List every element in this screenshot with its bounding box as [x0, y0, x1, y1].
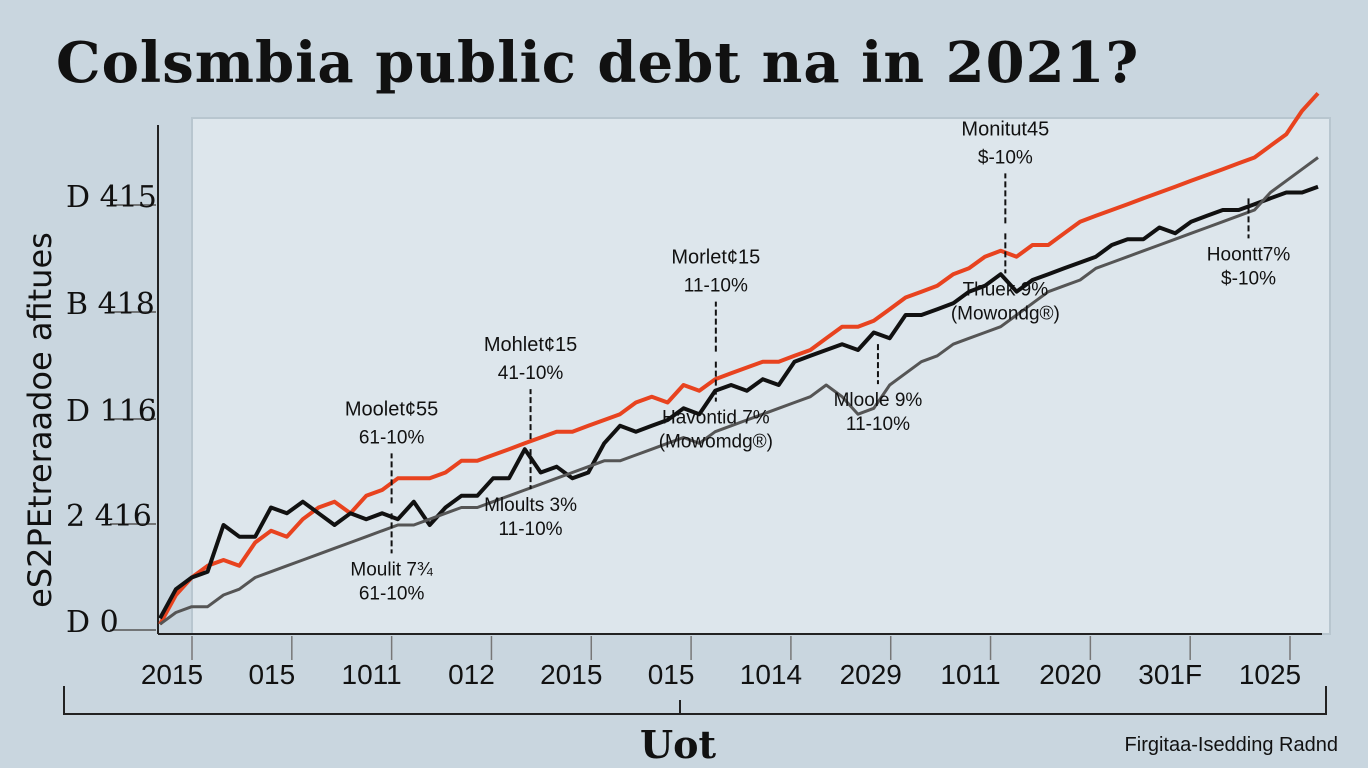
y-tick-label: B 418	[66, 287, 155, 322]
annotation-label: Moulit 7¾	[350, 559, 434, 580]
series-line-3	[159, 156, 1319, 626]
series-line-1	[158, 91, 1320, 626]
x-tick-label: 2020	[1039, 659, 1101, 690]
annotation-label: Havontid 7%	[662, 408, 770, 429]
annotation-value: 11-10%	[684, 276, 748, 297]
annotation-label: Hoontt7%	[1207, 244, 1291, 265]
x-tick-label: 015	[248, 659, 295, 690]
annotation-value: 61-10%	[359, 583, 425, 604]
y-tick-label: D 0	[66, 605, 119, 640]
annotation: Monitut45 $-10%	[961, 118, 1049, 224]
annotation: Mloole 9% 11-10%	[834, 344, 923, 435]
annotation: Thuek 9% (Mowondg®)	[951, 233, 1060, 324]
y-tick-labels: D 0 2 416 D 116 B 418 D 415	[66, 180, 157, 640]
annotation: Mloults 3% 11-10%	[484, 449, 577, 540]
y-tick-label: D 116	[66, 394, 157, 429]
x-tick-label: 2015	[141, 659, 203, 690]
x-tick-label: 012	[448, 659, 495, 690]
x-tick-label: 301F	[1138, 659, 1202, 690]
annotation-value: (Mowondg®)	[951, 303, 1060, 324]
annotation: Moolet¢55 61-10%	[345, 398, 438, 504]
annotation-label: Thuek 9%	[963, 279, 1049, 300]
annotation-label: Morlet¢15	[671, 247, 760, 269]
chart-title: Colsmbia public debt na in 2021?	[56, 30, 1140, 96]
y-tick-label: D 415	[66, 180, 157, 215]
annotation-value: 11-10%	[499, 519, 563, 540]
annotation-label: Monitut45	[961, 118, 1049, 140]
x-tick-labels: 2015 015 1011 012 2015 015 1014 2029 1011 2020 301…	[141, 636, 1301, 690]
x-tick-label: 015	[648, 659, 695, 690]
x-tick-label: 2029	[840, 659, 902, 690]
y-tick-label: 2 416	[66, 499, 152, 534]
annotation: Mohlet¢15 41-10%	[484, 334, 577, 440]
annotation-label: Moolet¢55	[345, 398, 438, 420]
annotation: Morlet¢15 11-10%	[671, 247, 760, 352]
annotation-value: 41-10%	[498, 363, 564, 384]
annotation-value: 61-10%	[359, 427, 425, 448]
x-tick-label: 1011	[342, 659, 402, 690]
annotation-label: Mloults 3%	[484, 495, 577, 516]
plot-area	[191, 117, 1331, 635]
annotation-value: (Mowomdg®)	[659, 432, 773, 453]
series-line-2	[158, 184, 1319, 620]
x-tick-label: 2015	[540, 659, 602, 690]
x-tick-label: 1014	[740, 659, 802, 690]
x-tick-label: 1025	[1239, 659, 1301, 690]
annotations-group: Moolet¢55 61-10% Moulit 7¾ 61-10% Mohlet¢15 4…	[345, 118, 1290, 604]
annotation-value: 11-10%	[846, 414, 910, 435]
annotation-value: $-10%	[978, 147, 1033, 168]
annotation: Havontid 7% (Mowomdg®)	[659, 361, 773, 453]
series-group	[158, 91, 1320, 626]
x-bracket	[63, 686, 1327, 715]
x-axis-label: Uot	[640, 722, 717, 767]
annotation-label: Mloole 9%	[834, 390, 923, 411]
annotation-value: $-10%	[1221, 268, 1276, 289]
annotation-label: Mohlet¢15	[484, 334, 577, 356]
annotation: Moulit 7¾ 61-10%	[350, 513, 434, 604]
source-note: Firgitaa-Isedding Radnd	[1124, 734, 1338, 756]
x-tick-label: 1011	[940, 659, 1000, 690]
annotation: Hoontt7% $-10%	[1207, 198, 1291, 289]
